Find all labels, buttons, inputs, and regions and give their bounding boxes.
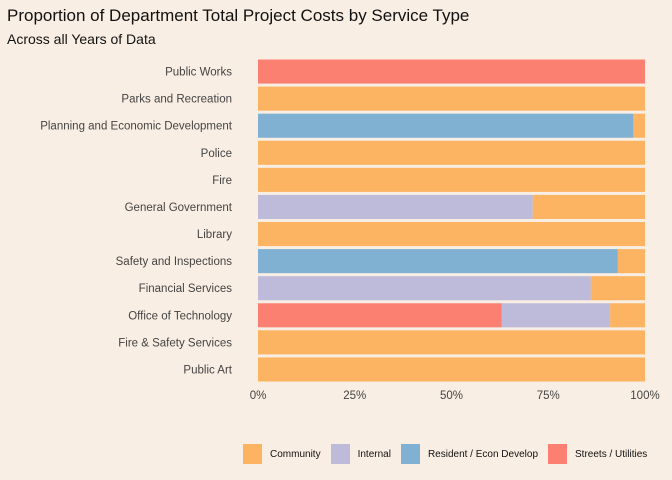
bar-financial-services-community (590, 276, 645, 301)
bar-general-government-community (532, 194, 645, 219)
bar-police-community (258, 140, 645, 165)
bar-public-works-streets-utilities (258, 59, 645, 84)
y-tick-label-office-of-technology: Office of Technology (128, 310, 232, 322)
bar-office-of-technology-internal (501, 303, 611, 328)
legend-label-resident-econ-develop: Resident / Econ Develop (427, 448, 539, 460)
bar-fire-safety-services-community (258, 330, 645, 355)
chart-legend: Community Internal Resident / Econ Develop… (243, 443, 657, 465)
bar-parks-and-recreation-community (258, 86, 645, 111)
legend-label-community: Community (270, 448, 321, 460)
legend-item-internal: Internal (330, 444, 391, 464)
bar-planning-and-economic-development-resident-econ-develop (258, 113, 634, 138)
y-tick-label-public-art: Public Art (183, 364, 232, 376)
y-tick-label-safety-and-inspections: Safety and Inspections (116, 256, 233, 268)
bar-safety-and-inspections-resident-econ-develop (258, 249, 618, 274)
y-tick-label-planning-and-economic-development: Planning and Economic Development (40, 121, 233, 133)
legend-item-streets-utilities: Streets / Utilities (548, 444, 647, 464)
x-tick-label-3: 75% (537, 390, 560, 402)
bar-library-community (258, 222, 645, 247)
legend-swatch-internal (330, 444, 350, 464)
y-tick-label-fire-safety-services: Fire & Safety Services (118, 337, 232, 349)
x-tick-label-4: 100% (630, 390, 659, 402)
y-tick-label-parks-and-recreation: Parks and Recreation (121, 94, 232, 106)
chart-subtitle: Across all Years of Data (7, 31, 156, 47)
y-tick-label-library: Library (197, 229, 232, 241)
x-tick-label-0: 0% (250, 390, 267, 402)
y-tick-label-general-government: General Government (125, 202, 233, 214)
legend-label-streets-utilities: Streets / Utilities (575, 448, 648, 460)
bar-safety-and-inspections-community (617, 249, 645, 274)
x-tick-label-2: 50% (440, 390, 463, 402)
legend-swatch-community (243, 444, 262, 464)
chart-title: Proportion of Department Total Project C… (7, 6, 470, 25)
legend-swatch-streets-utilities (548, 444, 568, 464)
bar-public-art-community (258, 357, 645, 382)
y-tick-label-police: Police (201, 148, 232, 160)
bar-general-government-internal (258, 194, 533, 219)
legend-swatch-resident-econ-develop (400, 444, 420, 464)
bar-fire-community (258, 167, 645, 192)
y-tick-label-financial-services: Financial Services (139, 283, 233, 295)
legend-item-resident-econ-develop: Resident / Econ Develop (400, 444, 539, 464)
bar-financial-services-internal (258, 276, 591, 301)
bar-office-of-technology-streets-utilities (258, 303, 502, 328)
legend-label-internal: Internal (357, 448, 391, 460)
x-tick-label-1: 25% (343, 390, 366, 402)
bar-office-of-technology-community (610, 303, 645, 328)
y-tick-label-fire: Fire (212, 175, 232, 187)
bar-planning-and-economic-development-community (633, 113, 645, 138)
legend-item-community: Community (243, 444, 321, 464)
y-tick-label-public-works: Public Works (165, 67, 232, 79)
chart-plot: Public Works Parks and Recreation Planning… (40, 59, 660, 402)
